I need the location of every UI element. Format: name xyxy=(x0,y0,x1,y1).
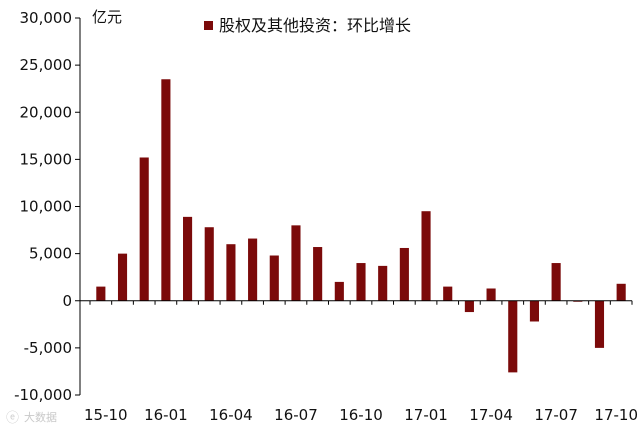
x-tick-label: 17-07 xyxy=(534,406,578,424)
bar-17-06 xyxy=(529,300,539,322)
y-tick-label: 25,000 xyxy=(20,56,73,74)
bar-16-07 xyxy=(291,225,301,301)
x-tick-label: 16-04 xyxy=(209,406,253,424)
unit-label: 亿元 xyxy=(92,8,122,26)
bar-15-12 xyxy=(139,157,149,301)
watermark-icon: ⓔ xyxy=(6,411,19,426)
y-tick-label: 15,000 xyxy=(20,150,73,168)
y-tick-label: -5,000 xyxy=(24,339,72,357)
y-tick-label: 30,000 xyxy=(20,9,73,27)
bar-15-10 xyxy=(96,286,106,301)
bar-16-05 xyxy=(248,238,258,301)
bar-16-03 xyxy=(204,227,214,301)
bar-16-12 xyxy=(399,247,409,301)
bar-17-02 xyxy=(443,286,453,301)
bar-17-10 xyxy=(616,283,626,301)
legend: 股权及其他投资：环比增长 xyxy=(204,16,411,35)
bar-16-10 xyxy=(356,263,366,301)
legend-label: 股权及其他投资：环比增长 xyxy=(219,16,411,35)
y-tick-label: 0 xyxy=(62,292,72,310)
x-tick-label: 17-04 xyxy=(469,406,513,424)
bar-16-04 xyxy=(226,244,236,301)
watermark: ⓔ 大数据 xyxy=(6,410,57,426)
x-tick-label: 17-10 xyxy=(594,406,638,424)
y-tick-label: -10,000 xyxy=(14,386,72,404)
legend-swatch xyxy=(204,21,213,30)
bar-16-02 xyxy=(183,216,193,301)
bar-17-05 xyxy=(508,300,518,373)
watermark-text: 大数据 xyxy=(24,410,57,424)
bar-17-03 xyxy=(464,300,474,313)
x-tick-label: 16-01 xyxy=(144,406,188,424)
x-tick-label: 16-07 xyxy=(274,406,318,424)
bar-15-11 xyxy=(117,253,128,301)
bar-16-06 xyxy=(269,255,279,301)
bar-17-09 xyxy=(594,300,605,348)
bar-16-08 xyxy=(313,247,323,301)
bar-16-11 xyxy=(378,265,388,301)
x-tick-label: 16-10 xyxy=(339,406,383,424)
bar-17-04 xyxy=(486,288,496,301)
bar-16-09 xyxy=(334,281,344,301)
x-tick-label: 15-10 xyxy=(84,406,128,424)
y-tick-label: 10,000 xyxy=(20,198,73,216)
x-tick-label: 17-01 xyxy=(404,406,448,424)
bar-17-07 xyxy=(551,263,561,301)
y-axis: -10,000 -5,000 0 5,000 10,000 15,000 20,000 25,… xyxy=(14,9,81,404)
bars xyxy=(96,79,626,373)
bar-17-01 xyxy=(421,211,431,301)
bar-16-01 xyxy=(161,79,171,301)
y-tick-label: 20,000 xyxy=(20,103,73,121)
x-axis: 15-10 16-01 16-04 16-07 16-10 17-01 17-04 17-07… xyxy=(80,300,638,424)
y-tick-label: 5,000 xyxy=(29,245,72,263)
